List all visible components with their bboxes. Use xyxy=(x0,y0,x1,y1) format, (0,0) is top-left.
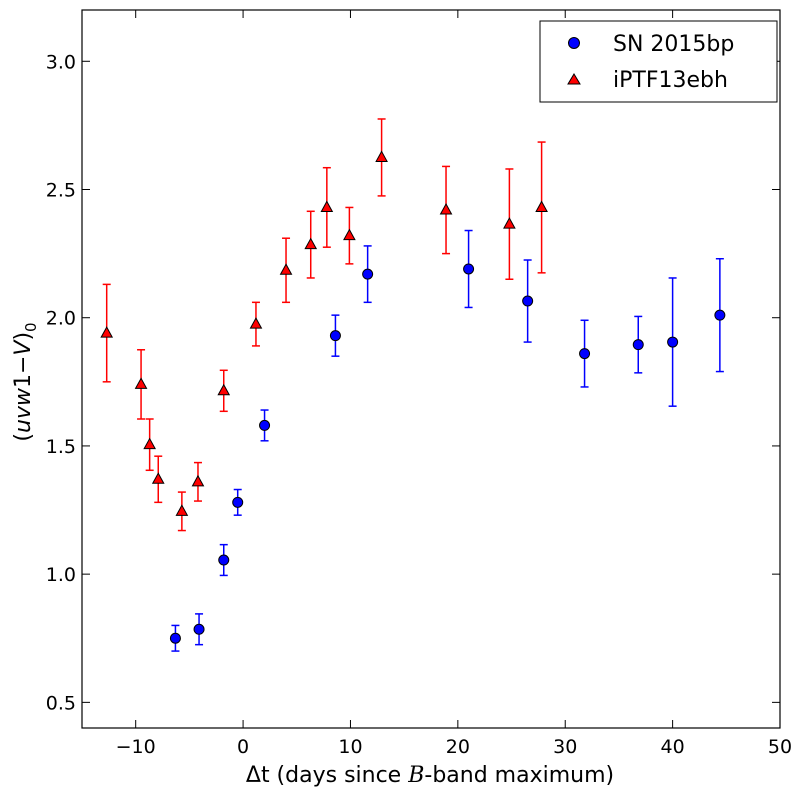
data-point xyxy=(249,317,263,329)
y-axis-title-open: ( xyxy=(11,433,36,442)
x-tick-label: 30 xyxy=(553,736,577,758)
x-tick-label: −10 xyxy=(116,736,156,758)
data-point xyxy=(503,217,516,229)
x-tick-label: 10 xyxy=(338,736,362,758)
data-point xyxy=(191,474,205,487)
data-point xyxy=(218,554,230,566)
data-point xyxy=(279,263,293,275)
data-point xyxy=(193,623,205,635)
x-tick-label: 0 xyxy=(237,736,249,758)
series-iptf13ebh xyxy=(100,118,548,532)
data-point xyxy=(343,228,356,241)
legend-box xyxy=(539,20,778,103)
data-point xyxy=(169,632,181,644)
y-tick-label: 1.5 xyxy=(46,436,76,458)
x-axis-title-suffix: -band maximum) xyxy=(424,763,614,788)
data-point xyxy=(522,295,534,307)
x-tick-label: 20 xyxy=(446,736,470,758)
y-axis-title-subscript: 0 xyxy=(22,322,40,332)
plot-frame xyxy=(81,9,781,729)
y-tick-label: 3.0 xyxy=(46,51,76,73)
x-tick-label: 40 xyxy=(661,736,685,758)
data-point xyxy=(667,336,679,348)
y-axis-title-v: V xyxy=(11,339,36,356)
y-tick-label: 2.0 xyxy=(46,308,76,330)
x-axis-title-prefix: Δt (days since xyxy=(246,763,408,788)
data-point xyxy=(714,309,726,321)
y-axis-title-minus: − xyxy=(11,356,36,374)
legend-label-iptf13ebh: iPTF13ebh xyxy=(613,68,728,93)
data-point xyxy=(329,330,341,342)
data-point xyxy=(100,326,114,338)
legend-label-sn2015bp: SN 2015bp xyxy=(613,32,734,57)
data-point xyxy=(151,472,165,484)
data-point xyxy=(320,200,334,212)
y-tick-label: 1.0 xyxy=(46,564,76,586)
data-point xyxy=(175,504,189,516)
series-sn-2015bp xyxy=(169,229,726,652)
y-axis-title-uvw: uvw xyxy=(11,387,36,433)
legend-marker-iptf13ebh xyxy=(567,73,581,85)
data-point xyxy=(463,263,475,275)
data-point xyxy=(535,200,548,212)
data-point xyxy=(134,377,148,389)
y-tick-label: 2.5 xyxy=(46,180,76,202)
data-point xyxy=(579,348,591,360)
x-tick-label: 50 xyxy=(768,736,792,758)
y-tick-label: 0.5 xyxy=(46,692,76,714)
data-point xyxy=(232,496,244,508)
x-axis-ticks: −10 0 10 20 30 40 50 xyxy=(116,10,792,758)
data-point xyxy=(259,419,271,431)
data-point xyxy=(439,202,453,215)
data-point xyxy=(143,437,156,450)
data-point xyxy=(375,150,388,162)
x-axis-title: Δt (days since B-band maximum) xyxy=(246,763,614,788)
series-layer xyxy=(100,118,726,652)
plot-area xyxy=(81,9,781,729)
y-axis-title-close: ) xyxy=(11,332,36,341)
y-axis-title-one: 1 xyxy=(11,374,36,388)
data-point xyxy=(362,268,374,280)
data-point xyxy=(217,383,231,396)
data-point xyxy=(304,237,318,250)
y-axis-ticks: 0.5 1.0 1.5 2.0 2.5 3.0 xyxy=(46,51,780,714)
legend: SN 2015bp iPTF13ebh xyxy=(539,20,778,103)
legend-marker-sn2015bp xyxy=(568,37,580,49)
data-point xyxy=(632,339,644,351)
y-axis-title: (uvw1−V)0 xyxy=(11,322,40,441)
x-axis-title-b: B xyxy=(407,763,424,788)
